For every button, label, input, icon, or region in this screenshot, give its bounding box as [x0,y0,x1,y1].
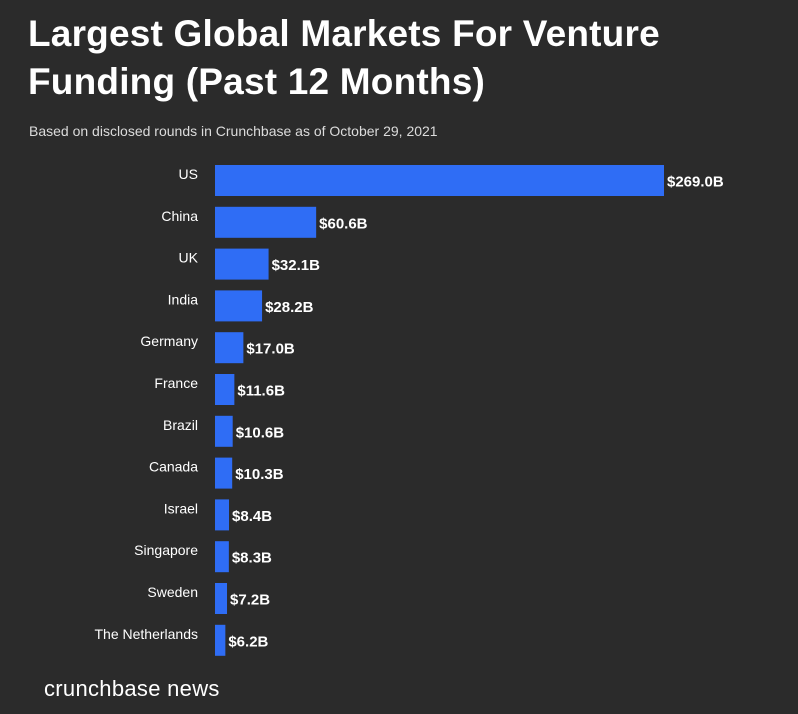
value-label-israel: $8.4B [232,508,272,525]
bar-uk [215,248,269,280]
category-label-germany: Germany [140,333,198,349]
category-label-sweden: Sweden [147,584,198,600]
bar-the-netherlands [215,624,226,656]
bar-brazil [215,415,233,447]
category-label-the-netherlands: The Netherlands [94,626,198,642]
value-label-the-netherlands: $6.2B [228,633,268,650]
category-label-france: France [154,375,198,391]
value-label-sweden: $7.2B [230,592,270,609]
bar-israel [215,499,230,531]
category-label-brazil: Brazil [163,417,198,433]
bar-sweden [215,583,228,614]
value-label-us: $269.0B [667,174,724,191]
value-label-uk: $32.1B [272,257,321,274]
category-label-israel: Israel [164,500,198,516]
bar-france [215,374,235,405]
value-label-brazil: $10.6B [236,424,285,441]
bar-singapore [215,541,229,573]
bar-china [215,206,317,238]
category-label-china: China [161,208,198,224]
category-label-us: US [179,166,198,182]
page-title: Largest Global Markets For Venture Fundi… [28,13,660,102]
crunchbase-news-logo: crunchbase news [44,676,220,701]
category-label-india: India [168,291,199,307]
category-label-canada: Canada [149,459,198,475]
value-label-france: $11.6B [237,383,285,400]
bar-canada [215,457,233,489]
bar-us [215,165,664,196]
bar-india [215,290,263,322]
value-label-germany: $17.0B [246,341,295,358]
value-label-singapore: $8.3B [232,550,272,567]
bar-germany [215,332,244,364]
page-subtitle: Based on disclosed rounds in Crunchbase … [29,123,438,139]
category-label-uk: UK [179,250,199,266]
value-label-china: $60.6B [319,215,368,232]
value-label-canada: $10.3B [235,466,284,483]
value-label-india: $28.2B [265,299,314,316]
category-label-singapore: Singapore [134,542,198,558]
